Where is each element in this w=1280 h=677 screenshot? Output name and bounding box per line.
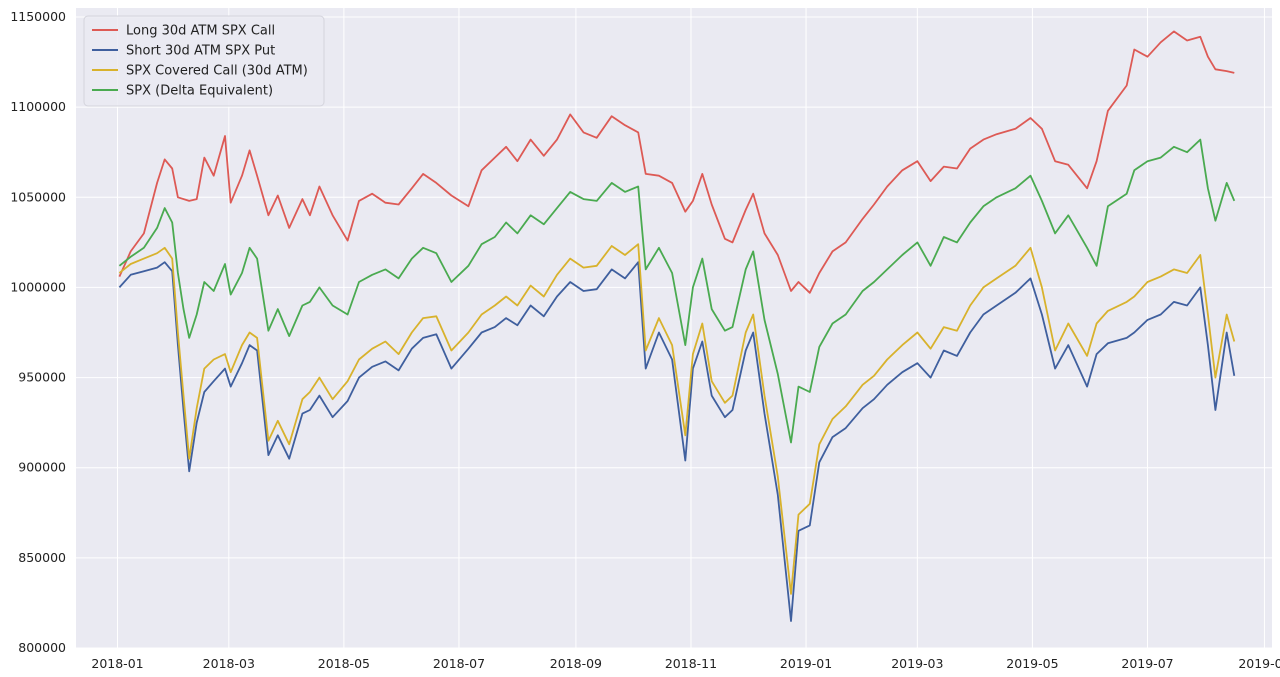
plot-area — [76, 8, 1272, 648]
y-tick-label: 1100000 — [10, 99, 66, 114]
y-tick-label: 1150000 — [10, 9, 66, 24]
x-tick-label: 2018-07 — [433, 656, 485, 671]
series-line-3 — [118, 243, 1236, 595]
y-tick-label: 1050000 — [10, 189, 66, 204]
x-axis-ticks: 2018-01 2018-03 2018-05 2018-07 2018-09 2018-… — [91, 656, 1280, 671]
x-tick-label: 2019-05 — [1006, 656, 1058, 671]
legend: Long 30d ATM SPX Call Short 30d ATM SPX P… — [83, 15, 325, 107]
y-tick-label: 900000 — [18, 460, 66, 475]
series-line-4 — [118, 138, 1236, 444]
series-group — [118, 30, 1236, 622]
x-tick-label: 2018-03 — [203, 656, 255, 671]
x-tick-label: 2019-09 — [1238, 656, 1280, 671]
x-tick-label: 2019-01 — [780, 656, 832, 671]
y-tick-label: 800000 — [18, 640, 66, 655]
legend-box — [83, 15, 325, 107]
series-line-2 — [118, 261, 1236, 622]
x-tick-label: 2018-11 — [665, 656, 717, 671]
x-tick-label: 2018-09 — [550, 656, 602, 671]
y-axis-ticks: 800000 850000 900000 950000 1000000 1050000 11… — [10, 9, 66, 655]
x-tick-label: 2019-07 — [1121, 656, 1173, 671]
y-tick-label: 1000000 — [10, 279, 66, 294]
x-tick-label: 2019-03 — [891, 656, 943, 671]
legend-label-3: SPX Covered Call (30d ATM) — [126, 64, 308, 79]
x-tick-label: 2018-05 — [318, 656, 370, 671]
legend-label-2: Short 30d ATM SPX Put — [126, 44, 275, 59]
series-line-1 — [118, 30, 1235, 294]
x-tick-label: 2018-01 — [91, 656, 143, 671]
legend-label-4: SPX (Delta Equivalent) — [126, 84, 273, 99]
y-tick-label: 950000 — [18, 370, 66, 385]
legend-label-1: Long 30d ATM SPX Call — [126, 24, 275, 39]
y-tick-label: 850000 — [18, 550, 66, 565]
